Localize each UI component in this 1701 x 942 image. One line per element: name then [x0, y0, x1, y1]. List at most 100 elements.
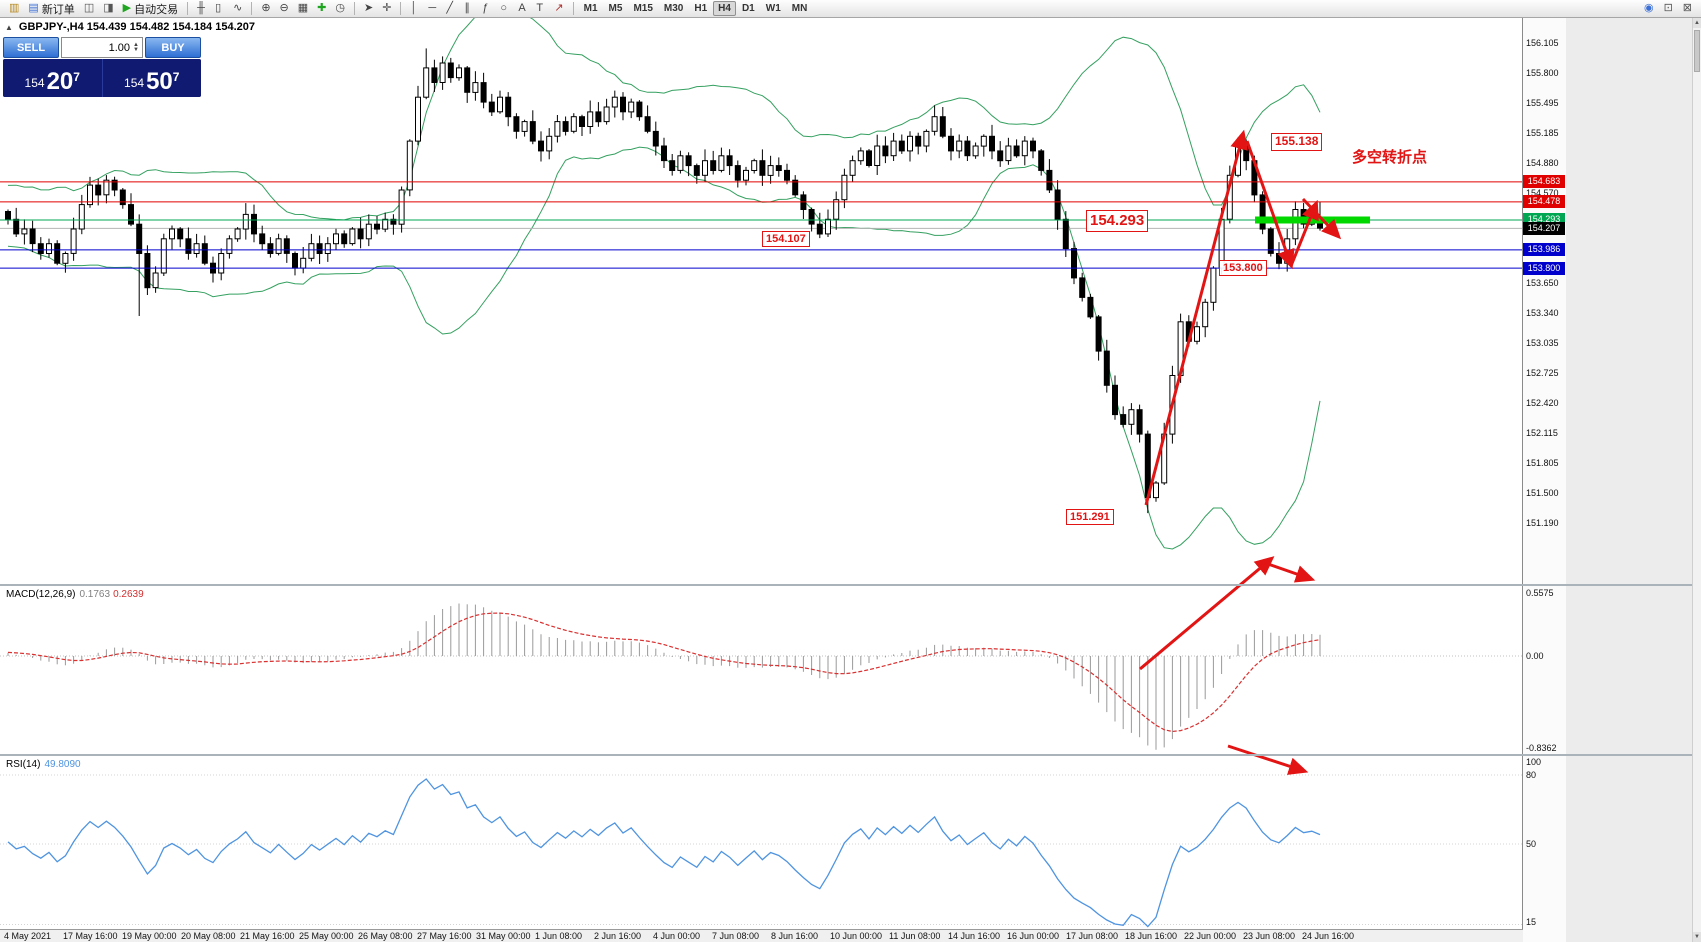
profiles-icon: ◨	[103, 2, 114, 14]
timeframe-mn[interactable]: MN	[791, 3, 808, 14]
ellipse-icon[interactable]: ○	[496, 1, 513, 17]
label-icon[interactable]: T	[532, 1, 549, 17]
rsi-pane[interactable]	[0, 774, 1522, 928]
text-icon[interactable]: A	[514, 1, 531, 17]
charts-icon[interactable]: ▥	[5, 1, 23, 17]
candle	[333, 233, 339, 245]
candle	[874, 145, 881, 166]
vertical-line-icon[interactable]: │	[406, 1, 423, 17]
candle	[866, 150, 872, 166]
rsi-axis-label: 50	[1526, 839, 1537, 849]
candle	[5, 211, 11, 220]
collapse-panel-icon[interactable]: ▲	[5, 22, 13, 32]
scrollbar-thumb[interactable]	[1694, 30, 1700, 72]
volume-input[interactable]: 1.00 ▲ ▼	[61, 37, 143, 58]
main-toolbar: ▥ ▤ 新订单 ◫ ◨ ▶ 自动交易 ╫ ▯ ∿ ⊕ ⊖ ▦ ✚ ◷ ➤ ✛ │ ─ ╱ ∥ ƒ ○ A T ↗ M1 M5 M15 M3…	[0, 0, 1701, 18]
add-indicator-icon[interactable]: ✚	[313, 1, 330, 17]
period-icon[interactable]: ◷	[331, 1, 349, 17]
price-axis[interactable]	[1523, 18, 1566, 942]
spinner-up-icon[interactable]: ▲	[133, 41, 139, 48]
new-order-button[interactable]: ▤ 新订单	[24, 1, 78, 17]
timeframe-m5[interactable]: M5	[608, 3, 623, 14]
timeframe-d1[interactable]: D1	[741, 3, 755, 14]
volume-value[interactable]: 1.00	[108, 41, 131, 54]
green-trend-segment[interactable]	[1255, 216, 1370, 224]
candle	[1202, 301, 1209, 328]
chart-window-icon[interactable]: ◫	[80, 1, 98, 17]
candle	[964, 140, 971, 157]
trend-arrow[interactable]	[1227, 744, 1309, 775]
candle	[1005, 145, 1012, 162]
window-restore-icon[interactable]: ⊡	[1660, 1, 1677, 17]
price-pane[interactable]	[0, 7, 1522, 550]
window-close-icon[interactable]: ⊠	[1679, 1, 1696, 17]
candle	[1054, 189, 1061, 220]
price-tick: 151.190	[1526, 518, 1559, 528]
candlestick-chart-icon: ▯	[215, 2, 222, 14]
auto-trading-button[interactable]: ▶ 自动交易	[119, 1, 182, 17]
trend-arrow[interactable]	[1144, 129, 1248, 506]
trend-arrow[interactable]	[1301, 197, 1342, 240]
time-label: 8 Jun 16:00	[771, 931, 819, 941]
macd-pane[interactable]	[0, 603, 1522, 750]
grid-icon[interactable]: ▦	[294, 1, 312, 17]
cursor-icon[interactable]: ➤	[360, 1, 377, 17]
candle	[652, 130, 659, 147]
time-label: 17 May 16:00	[63, 931, 118, 941]
quotes-icon[interactable]: ◉	[1640, 1, 1658, 17]
line-chart-icon[interactable]: ∿	[229, 1, 246, 17]
sell-price[interactable]: 154 20 7	[3, 59, 102, 97]
rsi-pane-splitter[interactable]	[0, 754, 1692, 756]
buy-price[interactable]: 154 50 7	[102, 59, 201, 97]
trend-arrow[interactable]	[1245, 140, 1295, 270]
auto-trading-button-label: 自动交易	[134, 3, 179, 16]
bar-chart-icon[interactable]: ╫	[193, 1, 210, 17]
time-label: 18 Jun 16:00	[1125, 931, 1178, 941]
candle	[46, 243, 52, 254]
macd-pane-splitter[interactable]	[0, 584, 1692, 586]
trend-arrow[interactable]	[1267, 562, 1316, 583]
timeframe-m30[interactable]: M30	[663, 3, 684, 14]
sell-button[interactable]: SELL	[3, 37, 59, 58]
zoom-in-icon[interactable]: ⊕	[257, 1, 274, 17]
timeframe-w1[interactable]: W1	[765, 3, 781, 14]
candle	[382, 218, 389, 230]
candle	[1267, 228, 1274, 254]
time-axis[interactable]	[0, 929, 1523, 942]
arrow-tool-icon[interactable]: ↗	[550, 1, 567, 17]
vertical-scrollbar[interactable]: ▲ ▼	[1692, 18, 1701, 942]
candle	[792, 179, 799, 196]
trend-arrow[interactable]	[1289, 199, 1319, 267]
candle	[1013, 145, 1020, 157]
trendline-icon[interactable]: ╱	[442, 1, 459, 17]
buy-button[interactable]: BUY	[145, 37, 201, 58]
candle	[734, 165, 741, 181]
price-annotation: 154.293	[1086, 210, 1149, 232]
timeframe-m1[interactable]: M1	[583, 3, 598, 14]
trend-arrow[interactable]	[1139, 556, 1275, 671]
timeframe-m15[interactable]: M15	[633, 3, 653, 14]
candle	[300, 257, 307, 269]
profiles-icon[interactable]: ◨	[99, 1, 117, 17]
scroll-up-button[interactable]: ▲	[1693, 18, 1701, 28]
text-icon: A	[518, 2, 526, 14]
timeframe-h1[interactable]: H1	[694, 3, 708, 14]
candle	[1136, 409, 1143, 435]
spinner-down-icon[interactable]: ▼	[133, 46, 139, 53]
candlestick-chart-icon[interactable]: ▯	[211, 1, 228, 17]
zoom-out-icon[interactable]: ⊖	[276, 1, 293, 17]
auto-trading-button: ▶	[122, 2, 132, 14]
rsi-axis-label: 100	[1526, 757, 1542, 767]
horizontal-line-icon[interactable]: ─	[424, 1, 441, 17]
candle	[685, 155, 692, 167]
price-annotation: 154.107	[762, 231, 810, 248]
fibonacci-icon[interactable]: ƒ	[478, 1, 495, 17]
channel-icon[interactable]: ∥	[460, 1, 477, 17]
timeframe-h4[interactable]: H4	[713, 1, 736, 16]
crosshair-icon[interactable]: ✛	[378, 1, 395, 17]
scroll-down-button[interactable]: ▼	[1693, 932, 1701, 942]
rsi-name: RSI(14)	[6, 759, 41, 770]
channel-icon: ∥	[464, 2, 470, 14]
volume-spinner[interactable]: ▲ ▼	[133, 41, 139, 53]
